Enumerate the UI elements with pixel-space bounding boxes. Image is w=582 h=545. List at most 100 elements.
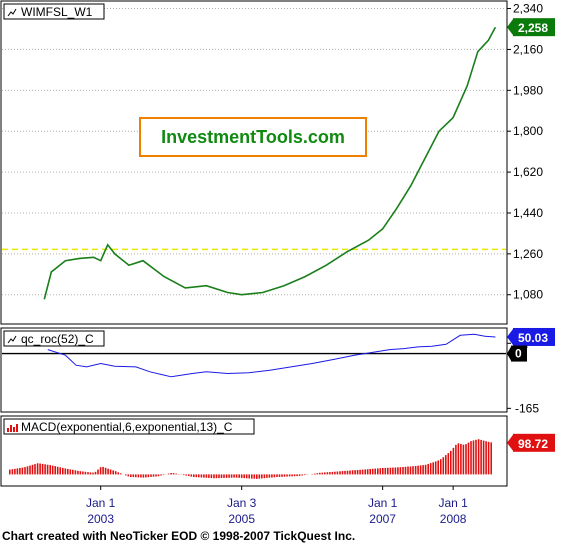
- macd-bar: [147, 474, 150, 478]
- macd-bar: [303, 474, 306, 476]
- macd-bar: [409, 466, 412, 475]
- roc-zero-marker: [507, 346, 511, 361]
- macd-bar: [346, 470, 349, 475]
- macd-bar: [364, 469, 366, 475]
- macd-bar: [256, 474, 258, 479]
- macd-bar: [182, 474, 185, 476]
- price-last-value-label: 2,258: [518, 21, 548, 35]
- macd-bar: [160, 474, 162, 476]
- macd-bar: [339, 471, 341, 475]
- macd-bar: [228, 474, 230, 478]
- macd-bar: [404, 466, 407, 475]
- macd-bar: [213, 474, 215, 479]
- roc-last-value-label: 50.03: [518, 331, 548, 345]
- macd-bar: [258, 474, 261, 479]
- date-tick-month: Jan 1: [368, 496, 398, 510]
- macd-bar: [104, 467, 107, 475]
- macd-bar: [145, 474, 147, 478]
- price-series-line: [43, 26, 497, 300]
- macd-bar: [369, 469, 371, 475]
- macd-bar: [379, 468, 382, 475]
- date-tick-year: 2003: [87, 512, 114, 526]
- macd-bar: [442, 457, 445, 475]
- macd-bar: [185, 474, 187, 476]
- macd-bar: [41, 463, 44, 475]
- macd-bar: [152, 474, 155, 477]
- macd-bar: [51, 465, 54, 475]
- macd-bar: [301, 474, 303, 476]
- macd-bar: [286, 474, 288, 477]
- macd-bar: [248, 474, 250, 479]
- price-tick-label: 1,800: [513, 124, 543, 138]
- macd-bar: [437, 460, 439, 475]
- macd-bar: [132, 474, 135, 478]
- macd-bar: [361, 469, 364, 475]
- macd-bar: [218, 474, 220, 479]
- macd-bar: [440, 459, 442, 475]
- macd-bar: [44, 464, 46, 475]
- macd-bar: [356, 470, 359, 475]
- macd-bar: [198, 474, 200, 478]
- macd-bar: [271, 474, 273, 478]
- macd-bar: [56, 466, 59, 475]
- macd-bar: [130, 474, 132, 477]
- roc-zero-box: [511, 345, 527, 362]
- macd-bar: [298, 474, 301, 476]
- macd-bar: [392, 467, 394, 475]
- macd-bar: [432, 462, 434, 475]
- macd-bar: [125, 474, 127, 476]
- macd-bar: [384, 467, 387, 475]
- macd-bar: [36, 463, 39, 475]
- macd-bar: [291, 474, 293, 477]
- macd-bar: [29, 465, 31, 475]
- macd-bar: [238, 474, 240, 478]
- macd-bar: [331, 471, 334, 475]
- macd-bar: [74, 470, 77, 475]
- price-tick-label: 1,620: [513, 165, 543, 179]
- price-title-text: WIMFSL_W1: [21, 5, 93, 19]
- macd-bar: [452, 447, 455, 475]
- macd-bar: [487, 441, 490, 475]
- macd-bar: [394, 467, 397, 475]
- macd-last-value-label: 98.72: [518, 437, 548, 451]
- macd-bar: [447, 453, 450, 475]
- macd-bar: [417, 465, 419, 475]
- macd-bar: [46, 464, 49, 475]
- macd-bar: [87, 472, 89, 475]
- price-last-value-box: [513, 18, 555, 37]
- macd-bar: [175, 473, 177, 475]
- macd-bar: [268, 474, 271, 478]
- macd-bar: [200, 474, 203, 478]
- date-tick-month: Jan 1: [438, 496, 468, 510]
- macd-bar: [377, 468, 379, 475]
- macd-bar: [422, 465, 424, 475]
- macd-bar: [382, 468, 384, 475]
- macd-bar: [167, 473, 170, 475]
- macd-bar: [482, 440, 485, 475]
- macd-bar: [374, 468, 376, 475]
- macd-last-marker: [507, 434, 513, 451]
- macd-bar: [490, 442, 492, 475]
- macd-bar: [414, 466, 417, 475]
- macd-bar: [94, 471, 97, 475]
- date-tick-month: Jan 3: [227, 496, 257, 510]
- macd-bar: [397, 467, 399, 475]
- macd-bar: [14, 468, 16, 475]
- macd-bar: [465, 444, 467, 475]
- macd-bar: [9, 469, 11, 475]
- macd-bar: [283, 474, 286, 477]
- macd-bar: [419, 465, 422, 475]
- price-tick-label: 1,980: [513, 83, 543, 97]
- macd-title-text: MACD(exponential,6,exponential,13)_C: [21, 420, 233, 434]
- watermark-logo: InvestmentTools.com: [139, 117, 367, 157]
- macd-bar: [24, 467, 26, 475]
- macd-bar: [142, 474, 145, 478]
- macd-bar: [114, 471, 117, 475]
- macd-bar: [220, 474, 223, 478]
- macd-bar: [319, 472, 321, 475]
- macd-bar: [450, 450, 452, 475]
- macd-bar: [119, 473, 122, 475]
- macd-bar: [470, 441, 472, 475]
- macd-bar: [334, 471, 336, 475]
- macd-bar: [92, 472, 94, 475]
